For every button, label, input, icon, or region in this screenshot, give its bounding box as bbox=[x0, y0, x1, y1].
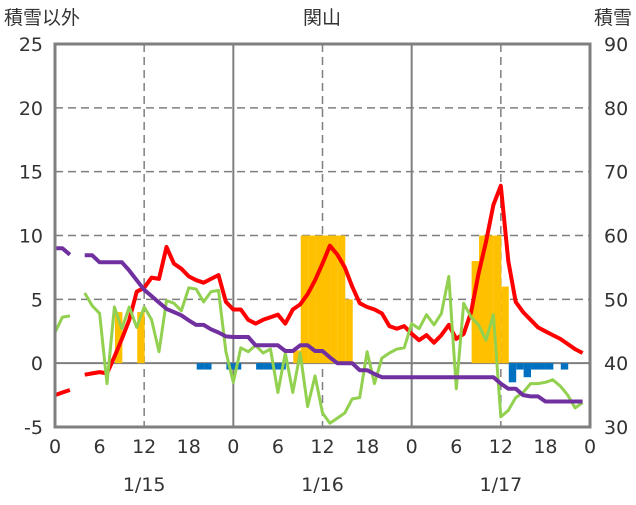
plot-border bbox=[53, 42, 592, 429]
blue-bar bbox=[196, 363, 205, 370]
y-left-tick-label: 25 bbox=[19, 34, 43, 56]
snowfall-bar bbox=[501, 286, 509, 364]
blue-bar bbox=[538, 363, 546, 370]
series-lines bbox=[53, 183, 584, 425]
y-right-tick-label: 60 bbox=[604, 226, 628, 248]
y-right-tick-label: 80 bbox=[604, 98, 628, 120]
blue-bar bbox=[545, 363, 554, 370]
snowfall-bar bbox=[486, 235, 494, 364]
date-label: 1/17 bbox=[479, 474, 522, 496]
date-label: 1/16 bbox=[301, 474, 344, 496]
snowfall-bar bbox=[471, 261, 480, 364]
x-tick-label: 6 bbox=[272, 436, 284, 458]
x-tick-label: 12 bbox=[310, 436, 334, 458]
x-tick-label: 0 bbox=[406, 436, 418, 458]
x-tick-label: 6 bbox=[450, 436, 462, 458]
y-left-tick-label: -5 bbox=[24, 417, 43, 439]
snowfall-bar bbox=[315, 235, 323, 364]
y-right-tick-label: 30 bbox=[604, 417, 628, 439]
y-right-tick-label: 90 bbox=[604, 34, 628, 56]
green-line-segment bbox=[53, 314, 71, 334]
snowfall-bar bbox=[337, 235, 346, 364]
snowfall-bar bbox=[293, 350, 301, 364]
y-left-tick-label: 20 bbox=[19, 98, 43, 120]
y-right-tick-label: 40 bbox=[604, 353, 628, 375]
y-left-tick-label: 10 bbox=[19, 226, 43, 248]
red-line-segment bbox=[84, 183, 584, 377]
snowfall-bar bbox=[137, 312, 145, 364]
blue-bar bbox=[523, 363, 532, 378]
date-label: 1/15 bbox=[123, 474, 166, 496]
x-tick-label: 18 bbox=[177, 436, 201, 458]
green-line-segment bbox=[83, 274, 584, 425]
x-tick-label: 12 bbox=[489, 436, 513, 458]
x-tick-label: 18 bbox=[533, 436, 557, 458]
blue-bar bbox=[256, 363, 264, 370]
red-line-segment bbox=[54, 388, 71, 397]
blue-bar bbox=[516, 363, 524, 370]
right-axis-title: 積雪 bbox=[594, 7, 632, 29]
snowfall-bar bbox=[493, 235, 502, 364]
snowfall-bar bbox=[345, 299, 353, 364]
left-axis-title: 積雪以外 bbox=[4, 7, 80, 29]
blue-bar bbox=[204, 363, 212, 370]
x-tick-label: 12 bbox=[132, 436, 156, 458]
chart-title: 関山 bbox=[303, 7, 341, 29]
blue-bar bbox=[560, 363, 569, 370]
snowfall-bar bbox=[330, 235, 338, 364]
x-tick-label: 18 bbox=[355, 436, 379, 458]
x-tick-label: 0 bbox=[49, 436, 61, 458]
y-left-tick-label: 0 bbox=[31, 353, 43, 375]
blue-bar bbox=[263, 363, 271, 370]
snowfall-bar bbox=[479, 235, 487, 364]
blue-bar bbox=[531, 363, 539, 370]
y-left-tick-label: 15 bbox=[19, 162, 43, 184]
blue-bar bbox=[508, 363, 517, 383]
x-tick-label: 6 bbox=[94, 436, 106, 458]
snow-depth-line-segment bbox=[55, 246, 72, 257]
plot-frame bbox=[53, 42, 592, 429]
y-right-tick-label: 70 bbox=[604, 162, 628, 184]
y-left-tick-label: 5 bbox=[31, 289, 43, 311]
x-tick-label: 0 bbox=[227, 436, 239, 458]
y-right-tick-label: 50 bbox=[604, 289, 628, 311]
snow-depth-line-segment bbox=[84, 253, 583, 404]
snowfall-bar bbox=[323, 235, 331, 364]
x-tick-label: 0 bbox=[584, 436, 596, 458]
snowfall-bar bbox=[308, 235, 316, 364]
snowfall-bar bbox=[114, 312, 123, 364]
